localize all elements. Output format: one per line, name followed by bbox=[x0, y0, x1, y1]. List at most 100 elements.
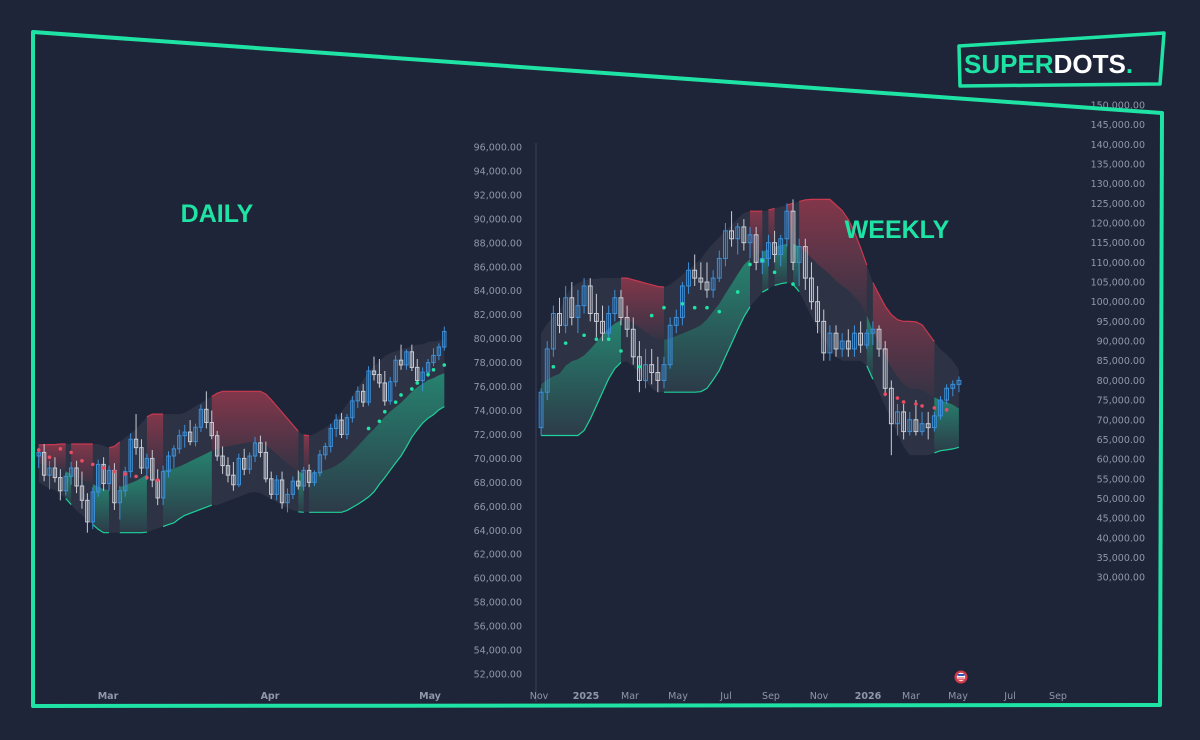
bull-dot bbox=[649, 313, 654, 318]
candle-body bbox=[938, 399, 943, 417]
candle-body bbox=[209, 421, 214, 437]
candle-body bbox=[242, 457, 247, 470]
bear-dot bbox=[932, 406, 937, 410]
us-flag-icon[interactable] bbox=[954, 670, 968, 684]
y-tick-label: 35,000.00 bbox=[1097, 553, 1145, 564]
bull-line bbox=[762, 288, 769, 293]
candle-body bbox=[661, 364, 667, 381]
candle-body bbox=[581, 285, 587, 307]
x-tick-label: Mar bbox=[621, 691, 639, 702]
candle-body bbox=[790, 210, 796, 263]
bull-zone bbox=[664, 259, 750, 393]
y-tick-label: 105,000.00 bbox=[1091, 278, 1145, 289]
bull-dot bbox=[680, 301, 685, 306]
bull-dot bbox=[772, 270, 777, 275]
weekly-x-axis: Nov 2025 Mar May Jul Sep Nov 2026 Mar May Jul Sep bbox=[530, 691, 1067, 702]
candle-body bbox=[290, 480, 296, 495]
candle-body bbox=[557, 313, 562, 326]
candle-body bbox=[377, 374, 382, 384]
y-tick-label: 66,000.00 bbox=[474, 502, 522, 513]
candle-body bbox=[301, 469, 306, 487]
y-tick-label: 88,000.00 bbox=[474, 238, 522, 249]
candle-body bbox=[649, 364, 655, 374]
bull-zone bbox=[762, 249, 769, 293]
y-tick-label: 56,000.00 bbox=[474, 622, 522, 633]
y-tick-label: 40,000.00 bbox=[1097, 533, 1145, 544]
y-tick-label: 65,000.00 bbox=[1097, 435, 1145, 446]
bear-line bbox=[768, 207, 775, 211]
y-tick-label: 58,000.00 bbox=[474, 598, 522, 609]
y-tick-label: 64,000.00 bbox=[474, 526, 522, 537]
candle-body bbox=[931, 415, 937, 429]
y-tick-label: 55,000.00 bbox=[1097, 474, 1145, 485]
bear-dot bbox=[134, 474, 138, 479]
candle-body bbox=[753, 234, 759, 263]
bear-line bbox=[38, 443, 66, 446]
bull-dot bbox=[791, 282, 795, 286]
candle-body bbox=[74, 467, 79, 487]
candle-body bbox=[133, 438, 139, 449]
candle-body bbox=[698, 277, 704, 283]
candle-body bbox=[355, 390, 360, 402]
candle-body bbox=[101, 463, 106, 485]
y-tick-label: 130,000.00 bbox=[1091, 179, 1145, 190]
candle-body bbox=[63, 475, 68, 492]
bull-dot bbox=[393, 400, 398, 404]
candle-body bbox=[366, 370, 371, 403]
y-tick-label: 120,000.00 bbox=[1091, 219, 1145, 230]
weekly-y-axis: 150,000.00 145,000.00 140,000.00 135,000.00… bbox=[1091, 100, 1145, 583]
candle-body bbox=[882, 348, 888, 389]
candle-body bbox=[296, 480, 301, 487]
daily-x-axis: Mar Apr May bbox=[98, 691, 442, 702]
weekly-title: WEEKLY bbox=[845, 216, 950, 244]
candle-body bbox=[41, 451, 47, 476]
candle-body bbox=[673, 316, 679, 326]
candle-body bbox=[139, 447, 144, 469]
bull-dot bbox=[735, 290, 740, 294]
candle-body bbox=[606, 313, 612, 334]
bear-dot bbox=[69, 450, 73, 455]
candle-body bbox=[630, 328, 636, 358]
y-tick-label: 30,000.00 bbox=[1097, 573, 1145, 584]
candle-body bbox=[371, 370, 377, 376]
bull-line bbox=[934, 446, 960, 454]
bull-dot bbox=[442, 363, 447, 367]
y-tick-label: 145,000.00 bbox=[1091, 120, 1145, 131]
candle-body bbox=[766, 242, 771, 259]
daily-dots bbox=[36, 363, 447, 482]
candle-body bbox=[735, 226, 741, 240]
x-tick-label: May bbox=[948, 691, 968, 702]
candle-body bbox=[306, 469, 312, 483]
candle-body bbox=[839, 340, 845, 350]
y-tick-label: 76,000.00 bbox=[474, 382, 522, 393]
y-tick-label: 115,000.00 bbox=[1091, 238, 1145, 249]
bull-zone bbox=[163, 450, 212, 527]
candle-body bbox=[716, 257, 722, 279]
candle-body bbox=[117, 490, 122, 504]
candle-body bbox=[79, 485, 85, 501]
candle-body bbox=[901, 411, 907, 433]
bull-dot bbox=[594, 337, 599, 341]
candle-body bbox=[729, 230, 734, 240]
candle-body bbox=[350, 400, 355, 419]
bear-dot bbox=[36, 448, 41, 452]
bull-dot bbox=[606, 337, 611, 341]
candle-body bbox=[123, 471, 128, 492]
bear-line bbox=[211, 390, 299, 432]
candle-body bbox=[36, 451, 41, 457]
y-tick-label: 62,000.00 bbox=[474, 550, 522, 561]
candle-body bbox=[538, 391, 544, 429]
candle-body bbox=[160, 471, 166, 499]
daily-title: DAILY bbox=[181, 200, 254, 228]
candle-body bbox=[858, 332, 864, 346]
candle-body bbox=[643, 364, 648, 381]
y-tick-label: 94,000.00 bbox=[474, 166, 522, 177]
candle-body bbox=[214, 435, 220, 457]
candle-body bbox=[339, 419, 344, 435]
candle-body bbox=[655, 372, 661, 381]
bear-zone bbox=[768, 208, 775, 250]
candle-body bbox=[925, 423, 931, 429]
candle-body bbox=[864, 332, 870, 346]
candle-body bbox=[612, 297, 618, 315]
